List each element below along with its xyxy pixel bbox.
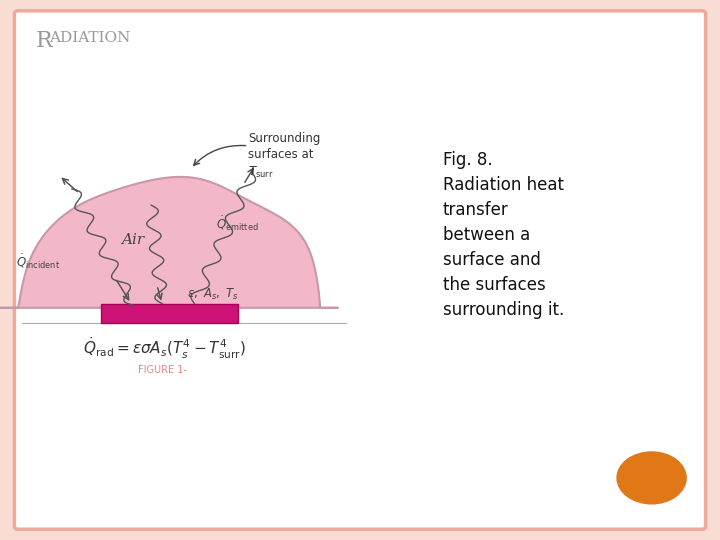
- Bar: [101, 304, 238, 323]
- Text: $\dot{Q}_{\mathrm{incident}}$: $\dot{Q}_{\mathrm{incident}}$: [16, 253, 60, 271]
- Text: $\dot{Q}_{\mathrm{emitted}}$: $\dot{Q}_{\mathrm{emitted}}$: [216, 215, 258, 233]
- Text: FIGURE 1-: FIGURE 1-: [138, 365, 193, 375]
- Text: Fig. 8.
Radiation heat
transfer
between a
surface and
the surfaces
surrounding i: Fig. 8. Radiation heat transfer between …: [443, 151, 564, 319]
- Polygon shape: [0, 177, 338, 308]
- Text: ADIATION: ADIATION: [49, 31, 130, 45]
- Text: $\dot{Q}_{\mathrm{rad}} = \varepsilon\sigma A_s(T_s^4 - T_{\mathrm{surr}}^4)$: $\dot{Q}_{\mathrm{rad}} = \varepsilon\si…: [83, 335, 246, 361]
- Text: Surrounding
surfaces at
$T_{\mathrm{surr}}$: Surrounding surfaces at $T_{\mathrm{surr…: [248, 132, 321, 180]
- Text: Air: Air: [122, 233, 145, 247]
- Text: $\varepsilon,\ A_s,\ T_s$: $\varepsilon,\ A_s,\ T_s$: [187, 287, 239, 302]
- Text: R: R: [36, 30, 53, 52]
